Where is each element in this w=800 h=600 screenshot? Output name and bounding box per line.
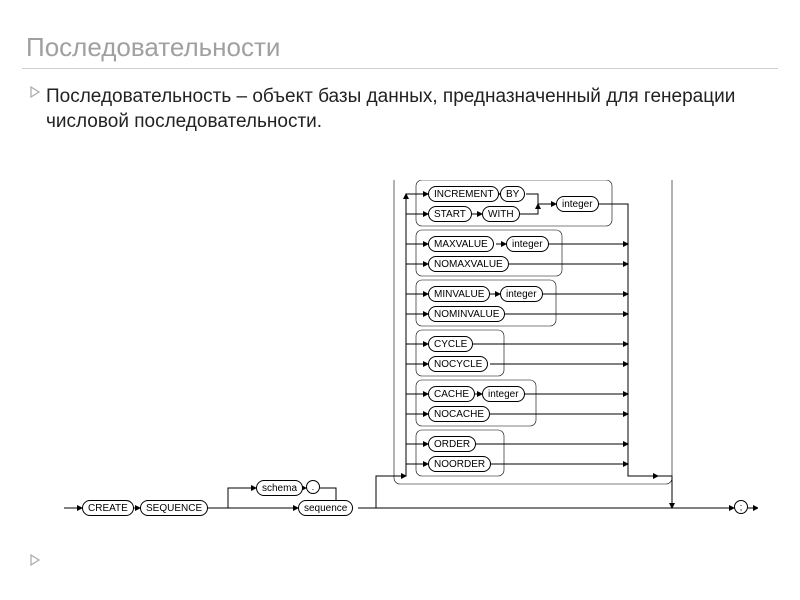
node-int1: integer [556,196,599,212]
node-minvalue: MINVALUE [428,286,490,302]
title-divider [22,68,778,69]
node-start: START [428,206,472,222]
bullet-icon [30,554,42,566]
diagram-edges [58,180,758,550]
node-maxvalue: MAXVALUE [428,236,494,252]
node-nocycle: NOCYCLE [428,356,488,372]
node-cycle: CYCLE [428,336,473,352]
node-int3: integer [500,286,543,302]
node-sequence1: SEQUENCE [140,500,208,516]
node-increment: INCREMENT [428,186,499,202]
node-sequence2: sequence [298,500,353,516]
node-order: ORDER [428,436,476,452]
node-create: CREATE [82,500,134,516]
syntax-diagram: CREATE SEQUENCE schema. sequence INCREMENTBY… [58,180,758,550]
node-int2: integer [506,236,549,252]
node-nominvalue: NOMINVALUE [428,306,505,322]
node-with: WITH [482,206,520,222]
node-cache: CACHE [428,386,475,402]
node-by: BY [500,186,525,202]
node-nomaxvalue: NOMAXVALUE [428,256,509,272]
node-nocache: NOCACHE [428,406,490,422]
node-int4: integer [482,386,525,402]
node-dot: . [306,480,320,494]
node-noorder: NOORDER [428,456,491,472]
node-schema: schema [256,480,303,496]
node-semi: ; [734,500,748,514]
bullet-icon [30,86,42,98]
body-text: Последовательность – объект базы данных,… [46,84,774,134]
page-title: Последовательности [26,32,280,63]
